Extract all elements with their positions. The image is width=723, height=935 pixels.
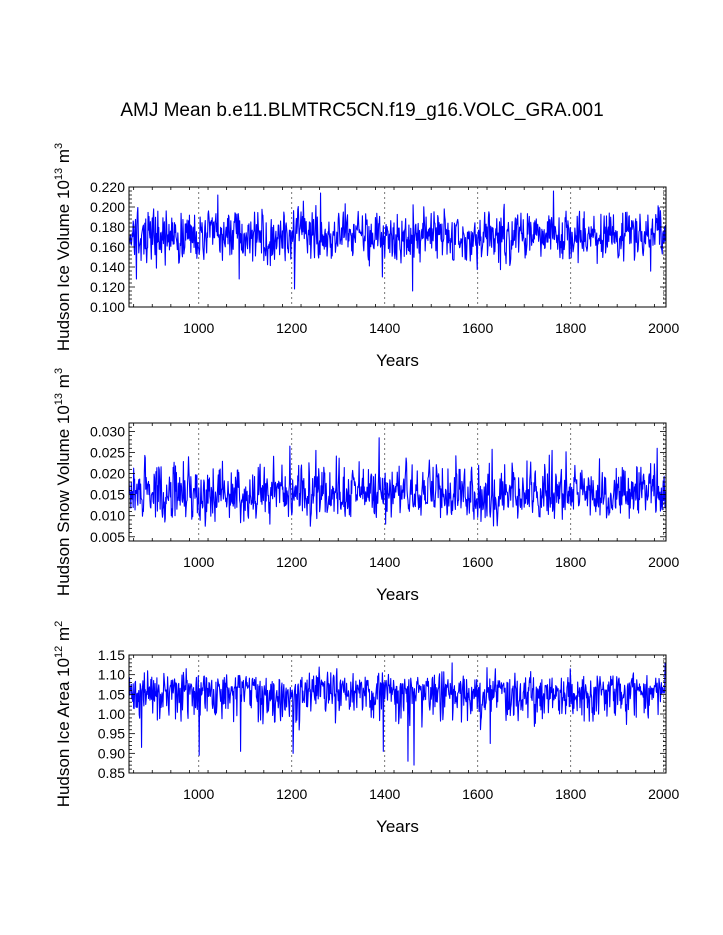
y-tick-label: 0.120 <box>90 279 125 295</box>
panel-ice-volume: 0.100 0.120 0.140 0.160 0.180 0.200 0.220 1000 1… <box>53 143 679 370</box>
plot-frame <box>128 186 667 308</box>
x-axis-label: Years <box>376 351 419 370</box>
y-tick-label: 0.220 <box>90 179 125 195</box>
panel-snow-volume: 0.005 0.010 0.015 0.020 0.025 0.030 1000 1200 14… <box>53 368 679 604</box>
x-tick-label: 1800 <box>555 320 586 336</box>
y-tick-label: 0.005 <box>90 529 125 545</box>
y-tick-label: 0.010 <box>90 508 125 524</box>
x-tick-label: 1600 <box>462 554 493 570</box>
y-tick-label: 1.10 <box>98 667 125 683</box>
x-tick-label: 1400 <box>369 554 400 570</box>
x-axis-label: Years <box>376 817 419 836</box>
x-axis-label: Years <box>376 585 419 604</box>
x-tick-label: 1600 <box>462 320 493 336</box>
x-tick-label: 1000 <box>183 320 214 336</box>
y-axis-label: Hudson Ice Area 1012 m2 <box>53 621 73 808</box>
x-tick-label: 1000 <box>183 786 214 802</box>
y-tick-label: 0.020 <box>90 466 125 482</box>
y-tick-label: 0.140 <box>90 259 125 275</box>
y-tick-label: 0.160 <box>90 239 125 255</box>
panel-ice-area: 0.85 0.90 0.95 1.00 1.05 1.10 1.15 1000 1200 1400… <box>53 621 679 836</box>
x-tick-label: 1200 <box>276 554 307 570</box>
chart-title: AMJ Mean b.e11.BLMTRC5CN.f19_g16.VOLC_GR… <box>120 100 603 121</box>
y-tick-label: 0.025 <box>90 445 125 461</box>
y-tick-label: 0.90 <box>98 745 125 761</box>
y-tick-label: 0.95 <box>98 726 125 742</box>
x-tick-label: 1600 <box>462 786 493 802</box>
x-tick-label: 1000 <box>183 554 214 570</box>
series-line <box>128 190 667 292</box>
x-tick-label: 2000 <box>648 554 679 570</box>
x-tick-label: 1800 <box>555 554 586 570</box>
series-line <box>128 662 667 766</box>
y-tick-label: 0.180 <box>90 219 125 235</box>
x-tick-label: 1800 <box>555 786 586 802</box>
x-tick-label: 2000 <box>648 786 679 802</box>
y-axis-label: Hudson Ice Volume 1013 m3 <box>53 143 73 351</box>
y-tick-label: 0.200 <box>90 199 125 215</box>
series-line <box>128 437 667 527</box>
x-tick-label: 2000 <box>648 320 679 336</box>
y-tick-label: 0.030 <box>90 423 125 439</box>
y-axis-label: Hudson Snow Volume 1013 m3 <box>53 368 73 596</box>
y-tick-label: 0.015 <box>90 487 125 503</box>
y-tick-label: 0.85 <box>98 765 125 781</box>
y-tick-label: 0.100 <box>90 299 125 315</box>
x-tick-label: 1400 <box>369 786 400 802</box>
x-tick-label: 1200 <box>276 320 307 336</box>
x-tick-label: 1200 <box>276 786 307 802</box>
plot-frame <box>128 654 667 774</box>
x-tick-label: 1400 <box>369 320 400 336</box>
y-tick-label: 1.15 <box>98 647 125 663</box>
y-tick-label: 1.05 <box>98 686 125 702</box>
y-tick-label: 1.00 <box>98 706 125 722</box>
